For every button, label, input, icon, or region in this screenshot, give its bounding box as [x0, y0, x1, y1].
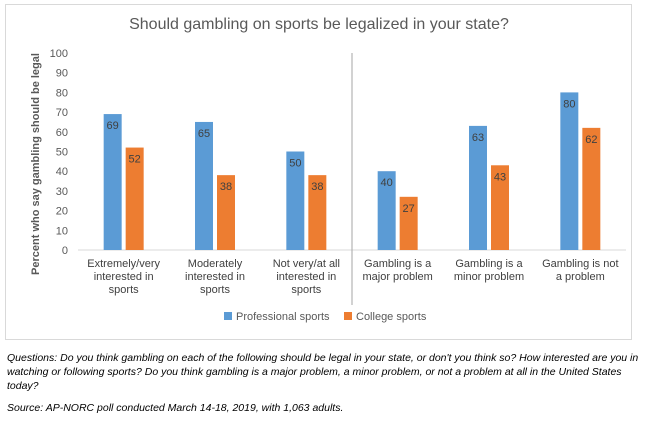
bar-chart: Should gambling on sports be legalized i…: [30, 16, 626, 323]
bar-college-3: [399, 196, 418, 250]
y-axis-label: Percent who say gambling should be legal: [30, 53, 42, 275]
chart-frame: Should gambling on sports be legalized i…: [5, 4, 632, 340]
y-tick-label: 10: [56, 225, 68, 237]
data-label: 38: [311, 181, 323, 193]
y-tick-label: 20: [56, 206, 68, 218]
bar-college-5: [582, 127, 601, 250]
data-label: 50: [289, 158, 301, 170]
x-category-label: Gambling is a major problem: [363, 258, 433, 283]
legend-swatch-0: [224, 312, 232, 320]
y-tick-label: 80: [56, 87, 68, 99]
data-label: 43: [494, 171, 506, 183]
data-label: 65: [198, 128, 210, 140]
legend-label-0: Professional sports: [236, 311, 330, 323]
bar-professional-5: [560, 92, 579, 251]
bar-professional-2: [286, 151, 305, 250]
questions-note: Questions: Do you think gambling on each…: [7, 352, 639, 392]
x-category-label: Gambling is not a problem: [542, 258, 618, 283]
bar-professional-4: [469, 125, 487, 250]
bars: 69 65 50 40 63 80 52 38 38 27 43 62: [103, 53, 601, 305]
bar-professional-1: [195, 121, 213, 250]
data-label: 40: [381, 177, 393, 189]
data-label: 80: [563, 98, 575, 110]
legend: Professional sports College sports: [224, 311, 427, 323]
bar-professional-3: [377, 171, 396, 250]
y-tick-label: 60: [56, 127, 68, 139]
bar-college-1: [217, 175, 235, 250]
legend-swatch-1: [344, 312, 352, 320]
chart-notes: Questions: Do you think gambling on each…: [7, 351, 639, 415]
y-tick-label: 0: [62, 245, 68, 257]
y-tick-label: 30: [56, 186, 68, 198]
data-label: 63: [472, 132, 484, 144]
bar-professional-0: [103, 114, 122, 250]
chart-title: Should gambling on sports be legalized i…: [129, 16, 509, 33]
x-category-label: Extremely/very interested in sports: [87, 258, 160, 296]
bar-college-2: [308, 175, 327, 250]
y-tick-label: 50: [56, 147, 68, 159]
data-label: 52: [129, 154, 141, 166]
data-label: 38: [220, 181, 232, 193]
y-tick-label: 90: [56, 68, 68, 80]
y-tick-label: 40: [56, 166, 68, 178]
x-category-label: Gambling is a minor problem: [454, 258, 524, 283]
data-label: 69: [107, 120, 119, 132]
bar-college-4: [491, 165, 509, 250]
data-label: 62: [585, 134, 597, 146]
x-category-label: Moderately interested in sports: [185, 258, 245, 296]
legend-label-1: College sports: [356, 311, 427, 323]
data-label: 27: [403, 203, 415, 215]
source-note: Source: AP-NORC poll conducted March 14-…: [7, 402, 344, 414]
y-tick-label: 70: [56, 107, 68, 119]
x-category-label: Not very/at all interested in sports: [273, 258, 340, 296]
y-tick-label: 100: [50, 48, 68, 60]
bar-college-0: [125, 147, 144, 250]
x-axis-labels: Extremely/very interested in sports Moderat…: [87, 258, 618, 296]
